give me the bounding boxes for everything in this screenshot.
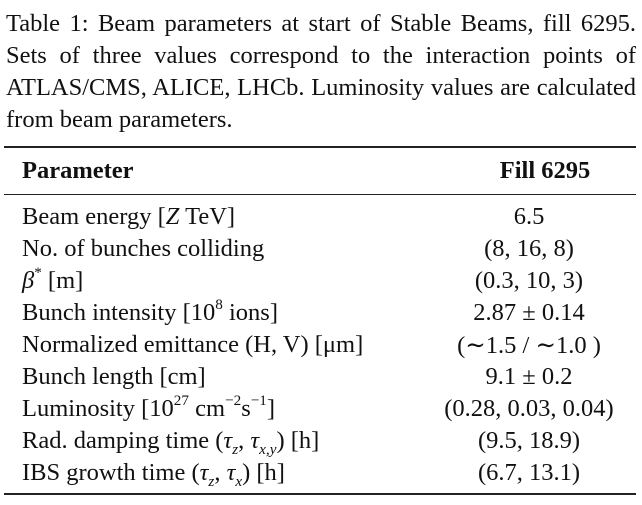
param-exponent: −1 <box>250 391 267 409</box>
table-row: Beam energy [Z TeV] 6.5 <box>4 201 636 233</box>
param-subscript-text: x <box>235 472 243 490</box>
table-row: Luminosity [1027 cm−2s−1] (0.28, 0.03, 0… <box>4 391 636 425</box>
row-value: (∼1.5 / ∼1.0 ) <box>457 332 601 359</box>
param-text: ) [h] <box>276 427 320 454</box>
param-text: , <box>238 427 251 454</box>
table-top-rule <box>4 146 636 148</box>
row-parameter: Bunch length [cm] <box>22 363 206 390</box>
table-row: No. of bunches colliding (8, 16, 8) <box>4 233 636 265</box>
param-exponent: −2 <box>225 391 242 409</box>
row-parameter: Normalized emittance (H, V) [μm] <box>22 331 364 358</box>
table-body: Beam energy [Z TeV] 6.5 No. of bunches c… <box>4 195 636 493</box>
row-value: (8, 16, 8) <box>484 235 574 262</box>
param-superscript: * <box>34 263 42 281</box>
row-parameter: No. of bunches colliding <box>22 235 265 262</box>
param-subscript: x <box>235 473 242 490</box>
param-text: Beam energy [ <box>22 203 166 230</box>
table-bottom-rule <box>4 493 636 495</box>
row-parameter: Luminosity [1027 cm−2s−1] <box>4 391 414 423</box>
param-symbol: τ <box>199 459 209 486</box>
row-value: 6.5 <box>513 203 545 230</box>
param-text: cm <box>188 395 226 422</box>
param-subscript-text: x,y <box>259 440 277 458</box>
row-value: 2.87 ± 0.14 <box>473 299 585 326</box>
row-parameter: β* [m] <box>4 263 414 295</box>
table-row: Rad. damping time (τz, τx,y) [h] (9.5, 1… <box>4 425 636 457</box>
table-caption: Table 1: Beam parameters at start of Sta… <box>6 10 636 133</box>
header-parameter: Parameter <box>22 157 134 184</box>
row-value: (0.28, 0.03, 0.04) <box>444 395 614 422</box>
param-exponent: 27 <box>173 391 189 409</box>
param-text: ] <box>266 395 276 422</box>
param-text: Rad. damping time ( <box>22 427 224 454</box>
row-parameter: Bunch intensity [108 ions] <box>4 295 414 327</box>
row-value: (6.7, 13.1) <box>477 459 581 486</box>
parameter-table: Parameter Fill 6295 Beam energy [Z TeV] … <box>4 146 636 495</box>
param-symbol: τ <box>226 459 236 486</box>
param-text: ions] <box>222 299 278 326</box>
row-parameter: Beam energy [Z TeV] <box>4 203 414 231</box>
table-header-row: Parameter Fill 6295 <box>4 148 636 194</box>
table-header-rule <box>4 194 636 195</box>
header-fill: Fill 6295 <box>499 157 591 184</box>
param-subscript: z <box>232 441 238 458</box>
param-text: Bunch intensity [10 <box>22 299 216 326</box>
table-row: Bunch intensity [108 ions] 2.87 ± 0.14 <box>4 295 636 329</box>
table-row: Normalized emittance (H, V) [μm] (∼1.5 /… <box>4 329 636 361</box>
row-value: 9.1 ± 0.2 <box>485 363 573 390</box>
param-text: [m] <box>41 267 84 294</box>
param-text: ) [h] <box>242 459 285 486</box>
param-text: , <box>214 459 227 486</box>
param-symbol: τ <box>250 427 260 454</box>
table-row: β* [m] (0.3, 10, 3) <box>4 263 636 297</box>
table-row: IBS growth time (τz, τx) [h] (6.7, 13.1) <box>4 457 636 489</box>
param-text: TeV] <box>179 203 236 230</box>
param-italic: Z <box>165 203 180 230</box>
param-symbol: τ <box>223 427 233 454</box>
param-text: Luminosity [10 <box>22 395 174 422</box>
param-subscript: z <box>208 473 214 490</box>
row-value: (0.3, 10, 3) <box>474 267 584 294</box>
param-text: s <box>241 395 251 422</box>
param-symbol: β <box>22 267 35 294</box>
param-subscript: x,y <box>259 441 276 458</box>
row-parameter: Rad. damping time (τz, τx,y) [h] <box>4 427 414 458</box>
param-subscript-text: z <box>232 440 239 458</box>
row-value: (9.5, 18.9) <box>477 427 581 454</box>
table-row: Bunch length [cm] 9.1 ± 0.2 <box>4 361 636 393</box>
param-exponent: 8 <box>215 295 223 313</box>
param-text: IBS growth time ( <box>22 459 200 486</box>
param-subscript-text: z <box>208 472 215 490</box>
row-parameter: IBS growth time (τz, τx) [h] <box>4 459 414 490</box>
